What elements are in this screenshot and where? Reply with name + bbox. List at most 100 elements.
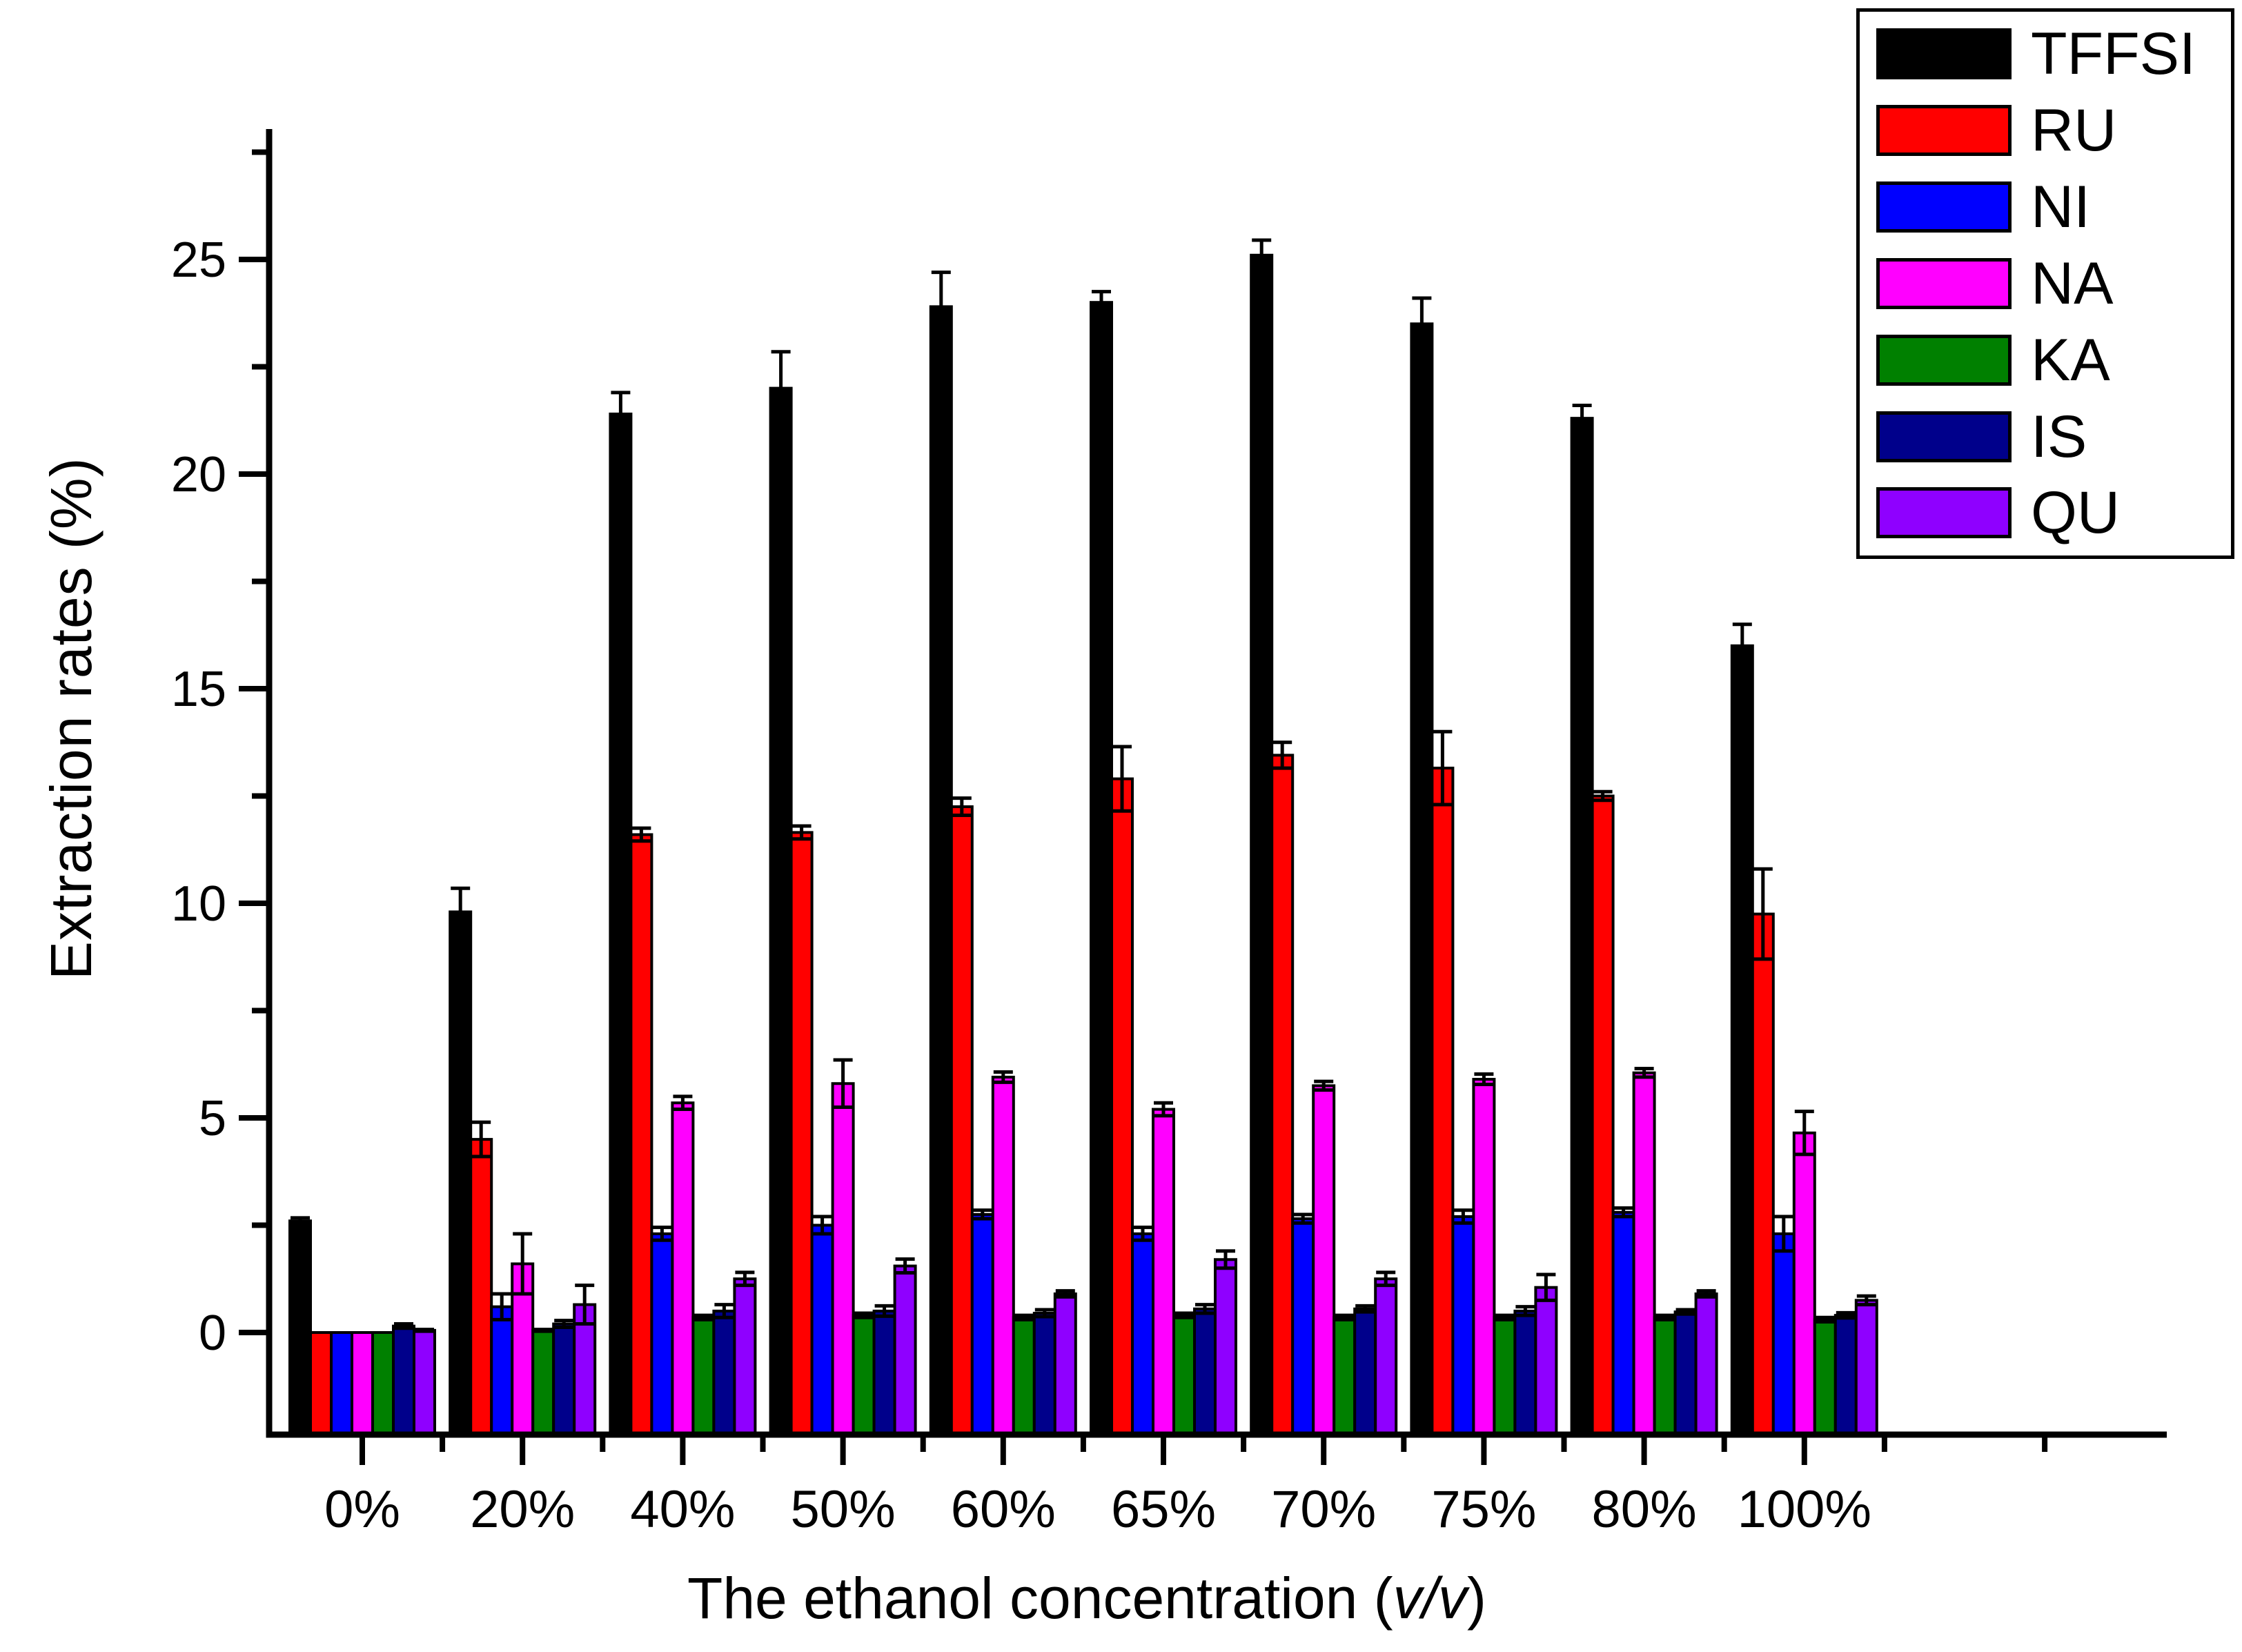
error-bar-NI-75% bbox=[1453, 1208, 1473, 1225]
bar-TFFSI-75% bbox=[1410, 322, 1434, 1436]
error-bar-RU-40% bbox=[631, 826, 651, 843]
error-bar-RU-80% bbox=[1593, 789, 1613, 803]
x-tick-label-80%: 80% bbox=[1592, 1480, 1697, 1539]
error-bar-TFFSI-80% bbox=[1572, 403, 1592, 433]
bar-QU-80% bbox=[1694, 1292, 1718, 1437]
bar-KA-20% bbox=[531, 1328, 555, 1437]
error-bar-RU-60% bbox=[952, 796, 972, 817]
y-tick-label: 5 bbox=[199, 1091, 226, 1146]
error-bar-IS-0% bbox=[394, 1322, 413, 1330]
bar-NA-75% bbox=[1472, 1078, 1496, 1436]
bar-KA-65% bbox=[1172, 1314, 1196, 1436]
bar-TFFSI-70% bbox=[1250, 253, 1274, 1436]
axes bbox=[266, 129, 2167, 1438]
bar-KA-75% bbox=[1493, 1316, 1517, 1436]
error-bar-NI-100% bbox=[1773, 1215, 1793, 1253]
y-axis-title: Extraction rates (%) bbox=[38, 457, 105, 980]
legend-swatch-NA bbox=[1876, 257, 2012, 309]
error-bar-NI-20% bbox=[492, 1292, 512, 1321]
bar-RU-20% bbox=[469, 1138, 493, 1436]
x-tick-label-0%: 0% bbox=[324, 1480, 400, 1539]
bar-NA-70% bbox=[1312, 1084, 1336, 1436]
legend-label: NI bbox=[2031, 174, 2090, 241]
legend-swatch-IS bbox=[1876, 411, 2012, 462]
error-bar-NA-20% bbox=[513, 1232, 533, 1296]
error-bar-QU-0% bbox=[415, 1328, 434, 1333]
bar-TFFSI-65% bbox=[1090, 301, 1113, 1437]
bar-NA-50% bbox=[831, 1082, 855, 1436]
error-bar-RU-20% bbox=[471, 1120, 491, 1159]
error-bar-TFFSI-70% bbox=[1252, 238, 1272, 273]
legend-label: QU bbox=[2031, 480, 2120, 547]
bar-RU-65% bbox=[1110, 777, 1134, 1436]
bar-RU-75% bbox=[1430, 767, 1455, 1436]
bar-QU-0% bbox=[413, 1328, 436, 1437]
bar-KA-60% bbox=[1012, 1316, 1036, 1436]
error-bar-NI-40% bbox=[652, 1226, 672, 1242]
x-tick-label-100%: 100% bbox=[1738, 1480, 1871, 1539]
error-bar-NI-80% bbox=[1613, 1206, 1633, 1219]
legend-label: KA bbox=[2031, 326, 2110, 393]
error-bar-KA-50% bbox=[854, 1311, 874, 1319]
error-bar-NA-80% bbox=[1634, 1066, 1654, 1079]
error-bar-QU-80% bbox=[1696, 1289, 1716, 1299]
bar-TFFSI-20% bbox=[449, 910, 473, 1436]
bar-KA-100% bbox=[1813, 1318, 1837, 1436]
bar-NI-20% bbox=[490, 1305, 514, 1437]
bar-IS-20% bbox=[552, 1322, 576, 1437]
error-bar-TFFSI-50% bbox=[771, 350, 791, 426]
error-bar-QU-20% bbox=[575, 1284, 595, 1326]
error-bar-QU-75% bbox=[1536, 1272, 1556, 1302]
error-bar-NA-75% bbox=[1474, 1072, 1494, 1086]
error-bar-NA-65% bbox=[1154, 1101, 1173, 1118]
y-axis-title-text: Extraction rates (%) bbox=[39, 457, 104, 980]
bar-RU-40% bbox=[629, 833, 653, 1436]
bar-RU-0% bbox=[309, 1331, 333, 1436]
error-bar-TFFSI-60% bbox=[931, 271, 951, 343]
bar-NI-60% bbox=[970, 1212, 994, 1436]
legend-swatch-QU bbox=[1876, 487, 2012, 539]
bar-TFFSI-60% bbox=[929, 305, 953, 1436]
legend-item-RU: RU bbox=[1860, 101, 2231, 160]
bar-KA-70% bbox=[1333, 1316, 1357, 1436]
error-bar-RU-70% bbox=[1272, 740, 1292, 770]
error-bar-RU-65% bbox=[1112, 745, 1132, 813]
error-bar-QU-65% bbox=[1216, 1249, 1235, 1270]
bar-TFFSI-0% bbox=[288, 1219, 312, 1437]
error-bar-IS-80% bbox=[1675, 1308, 1695, 1316]
x-axis-title: The ethanol concentration (v/v) bbox=[687, 1565, 1486, 1632]
bar-RU-50% bbox=[789, 831, 814, 1436]
bar-NI-100% bbox=[1771, 1232, 1796, 1436]
error-bar-NI-70% bbox=[1293, 1212, 1313, 1225]
error-bar-IS-60% bbox=[1034, 1308, 1054, 1319]
bar-KA-80% bbox=[1653, 1316, 1677, 1436]
y-axis-ticks: 0 5 10 15 20 25 bbox=[171, 149, 269, 1361]
bar-QU-50% bbox=[893, 1264, 917, 1436]
error-bar-TFFSI-40% bbox=[611, 391, 631, 437]
legend-swatch-RU bbox=[1876, 105, 2012, 157]
legend: TFFSI RU NI NA KA IS QU bbox=[1856, 8, 2234, 559]
x-axis-title-suffix: ) bbox=[1467, 1566, 1486, 1631]
error-bar-NA-70% bbox=[1314, 1079, 1334, 1092]
error-bar-KA-60% bbox=[1014, 1313, 1034, 1321]
bar-KA-40% bbox=[691, 1316, 716, 1436]
error-bar-TFFSI-65% bbox=[1092, 290, 1111, 315]
error-bar-NA-100% bbox=[1794, 1110, 1814, 1157]
bar-IS-100% bbox=[1833, 1314, 1858, 1436]
y-tick-label: 15 bbox=[171, 662, 226, 717]
error-bar-QU-70% bbox=[1376, 1270, 1396, 1288]
error-bar-IS-100% bbox=[1836, 1310, 1856, 1320]
legend-label: RU bbox=[2031, 97, 2117, 164]
bar-IS-60% bbox=[1032, 1312, 1056, 1437]
x-tick-label-20%: 20% bbox=[470, 1480, 575, 1539]
bar-NA-80% bbox=[1632, 1071, 1656, 1436]
bar-NA-0% bbox=[351, 1331, 374, 1436]
error-bar-KA-75% bbox=[1495, 1313, 1515, 1321]
y-tick-label: 10 bbox=[171, 876, 226, 932]
bar-IS-80% bbox=[1673, 1310, 1698, 1437]
error-bar-NI-50% bbox=[812, 1215, 832, 1236]
error-bar-TFFSI-75% bbox=[1412, 296, 1432, 352]
bar-RU-100% bbox=[1751, 912, 1775, 1437]
